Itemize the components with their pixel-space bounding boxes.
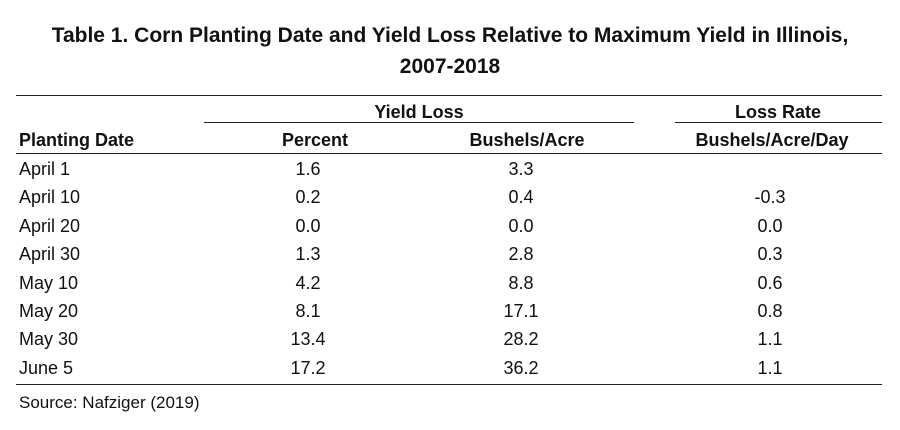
cell-percent: 8.1 xyxy=(295,301,321,321)
cell-percent: 4.2 xyxy=(295,273,321,293)
cell-bushels-acre-day: 0.0 xyxy=(757,216,783,236)
yield-loss-rule xyxy=(204,122,634,123)
column-header-percent: Percent xyxy=(281,130,349,150)
cell-planting-date: April 30 xyxy=(19,244,81,264)
cell-planting-date: May 10 xyxy=(19,273,79,293)
cell-planting-date: June 5 xyxy=(19,358,74,378)
cell-percent: 13.4 xyxy=(290,329,326,349)
bottom-rule xyxy=(16,384,882,385)
column-header-bushels-acre-day: Bushels/Acre/Day xyxy=(695,130,849,150)
cell-bushels-acre-day: 0.6 xyxy=(757,273,783,293)
cell-bushels-acre: 28.2 xyxy=(503,329,539,349)
top-rule xyxy=(16,95,882,96)
cell-planting-date: April 10 xyxy=(19,187,81,207)
cell-planting-date: May 20 xyxy=(19,301,79,321)
cell-bushels-acre: 0.4 xyxy=(508,187,534,207)
cell-bushels-acre-day: -0.3 xyxy=(754,187,786,207)
cell-planting-date: April 1 xyxy=(19,159,71,179)
cell-percent: 1.3 xyxy=(295,244,321,264)
group-header-loss-rate: Loss Rate xyxy=(734,102,822,122)
cell-bushels-acre-day: 1.1 xyxy=(757,329,783,349)
cell-percent: 1.6 xyxy=(295,159,321,179)
header-rule xyxy=(16,153,882,154)
column-header-planting-date: Planting Date xyxy=(19,130,135,150)
table-title: Table 1. Corn Planting Date and Yield Lo… xyxy=(51,24,849,47)
column-header-bushels-acre: Bushels/Acre xyxy=(469,130,585,150)
cell-bushels-acre: 17.1 xyxy=(503,301,539,321)
cell-bushels-acre: 2.8 xyxy=(508,244,534,264)
cell-percent: 17.2 xyxy=(290,358,326,378)
cell-bushels-acre-day: 0.8 xyxy=(757,301,783,321)
cell-bushels-acre: 36.2 xyxy=(503,358,539,378)
cell-percent: 0.0 xyxy=(295,216,321,236)
loss-rate-rule xyxy=(675,122,882,123)
group-header-yield-loss: Yield Loss xyxy=(374,102,464,122)
cell-bushels-acre: 0.0 xyxy=(508,216,534,236)
cell-planting-date: May 30 xyxy=(19,329,79,349)
cell-bushels-acre-day: 0.3 xyxy=(757,244,783,264)
table-title-years: 2007-2018 xyxy=(399,55,501,78)
cell-planting-date: April 20 xyxy=(19,216,81,236)
cell-bushels-acre: 3.3 xyxy=(508,159,534,179)
source-note: Source: Nafziger (2019) xyxy=(19,393,200,412)
cell-bushels-acre-day: 1.1 xyxy=(757,358,783,378)
cell-bushels-acre: 8.8 xyxy=(508,273,534,293)
cell-percent: 0.2 xyxy=(295,187,321,207)
